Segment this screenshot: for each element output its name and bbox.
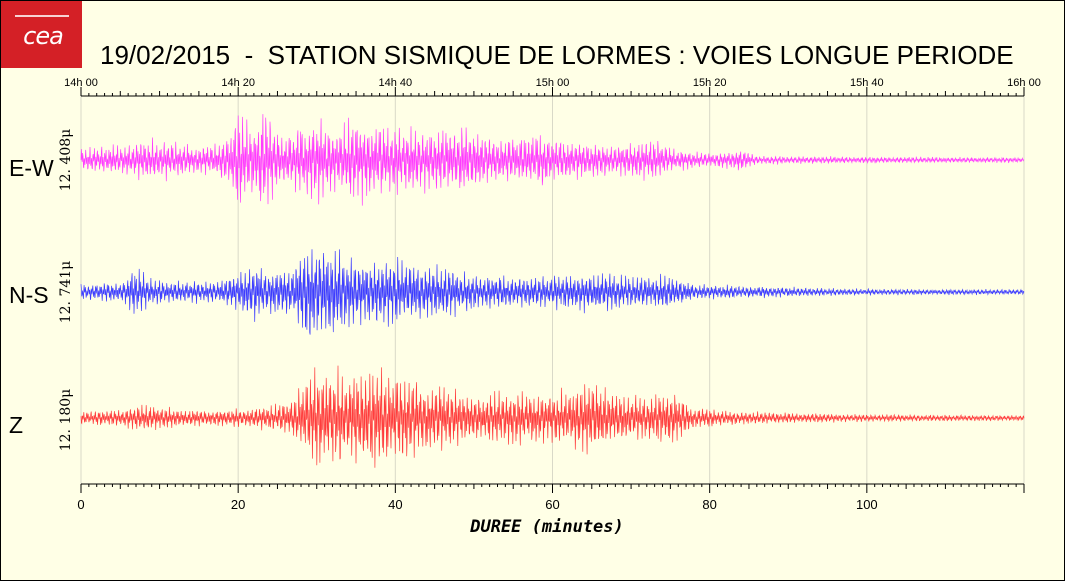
chart-title: 19/02/2015 - STATION SISMIQUE DE LORMES … (100, 40, 1014, 70)
top-tick-label: 15h 40 (850, 77, 884, 89)
top-tick-label: 14h 20 (221, 77, 255, 89)
channel-label: N-S (9, 282, 49, 308)
bottom-tick-label: 60 (545, 497, 559, 512)
channel-scale-label: 12. 408μ (58, 129, 74, 192)
channel-label: Z (9, 412, 23, 438)
channel-label: E-W (9, 155, 54, 181)
top-tick-label: 16h 00 (1007, 77, 1041, 89)
bottom-tick-label: 0 (77, 497, 84, 512)
channel-scale-label: 12. 741μ (58, 261, 74, 324)
top-tick-label: 15h 20 (693, 77, 727, 89)
channel-scale-label: 12. 180μ (58, 389, 74, 452)
top-tick-label: 15h 00 (536, 77, 570, 89)
trace-n-s (80, 249, 1025, 335)
trace-e-w (80, 114, 1025, 206)
top-tick-label: 14h 00 (64, 77, 98, 89)
logo-tagline (15, 15, 69, 17)
bottom-tick-label: 100 (856, 497, 878, 512)
cea-logo: cea (1, 1, 82, 68)
logo-wordmark: cea (23, 22, 64, 50)
trace-z (80, 365, 1025, 468)
bottom-tick-label: 20 (231, 497, 245, 512)
bottom-tick-label: 40 (388, 497, 402, 512)
top-tick-label: 14h 40 (379, 77, 413, 89)
bottom-tick-label: 80 (702, 497, 716, 512)
x-axis-label: DUREE (minutes) (469, 517, 624, 537)
